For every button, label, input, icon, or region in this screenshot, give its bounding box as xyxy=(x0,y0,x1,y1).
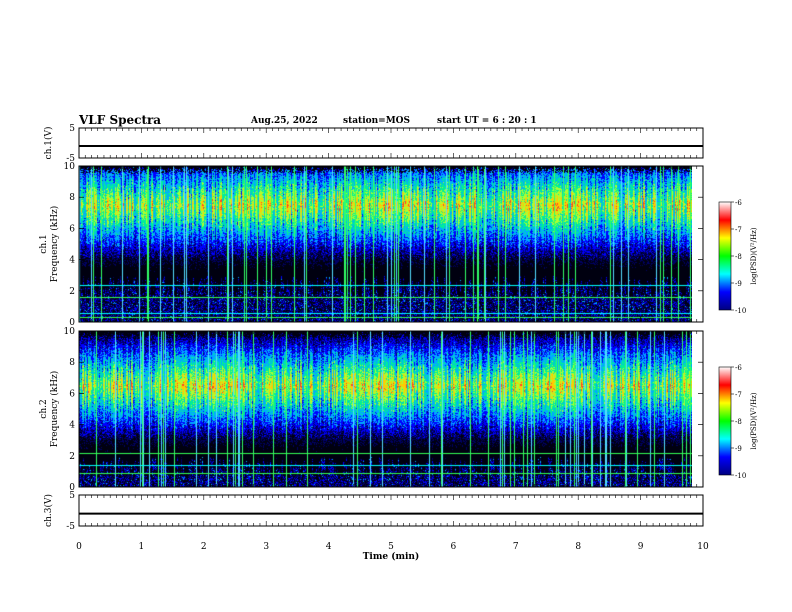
colorbar-label: log(PSD)(V²/Hz) xyxy=(750,392,758,449)
y-tick-label: 10 xyxy=(64,162,76,172)
colorbar-ch2 xyxy=(718,366,732,476)
y-axis-channel: ch.1 xyxy=(39,234,49,253)
y-axis-label: ch.3(V) xyxy=(43,494,54,527)
y-tick-label: -5 xyxy=(66,522,75,532)
colorbar-tick-label: -10 xyxy=(735,472,746,480)
colorbar-tick-label: -6 xyxy=(735,199,742,207)
y-tick-label: 10 xyxy=(64,327,76,337)
y-tick-label: 4 xyxy=(69,256,75,266)
date-label: Aug.25, 2022 xyxy=(251,116,318,126)
y-axis-label: ch.1(V) xyxy=(43,127,54,160)
colorbar-tick-label: -8 xyxy=(735,253,742,261)
y-tick-label: 6 xyxy=(69,224,75,234)
x-tick-label: 9 xyxy=(638,542,644,552)
y-tick-label: 6 xyxy=(69,389,75,399)
x-tick-label: 5 xyxy=(388,542,394,552)
colorbar-label: log(PSD)(V²/Hz) xyxy=(750,227,758,284)
spectrogram-ch2 xyxy=(79,331,692,487)
chart-title: VLF Spectra xyxy=(79,113,162,127)
colorbar-tick-label: -9 xyxy=(735,445,742,453)
y-tick-label: 8 xyxy=(69,358,75,368)
colorbar-tick-label: -10 xyxy=(735,307,746,315)
y-tick-label: 0 xyxy=(69,483,75,493)
y-tick-label: 5 xyxy=(69,491,75,501)
x-tick-label: 3 xyxy=(263,542,269,552)
y-tick-label: 0 xyxy=(69,318,75,328)
y-tick-label: 4 xyxy=(69,421,75,431)
x-tick-label: 7 xyxy=(513,542,519,552)
x-tick-label: 6 xyxy=(451,542,457,552)
colorbar-tick-label: -9 xyxy=(735,280,742,288)
y-tick-label: 5 xyxy=(69,124,75,134)
colorbar-tick-label: -6 xyxy=(735,364,742,372)
x-tick-label: 1 xyxy=(139,542,145,552)
x-tick-label: 8 xyxy=(575,542,581,552)
start-time-label: start UT = 6 : 20 : 1 xyxy=(437,116,537,126)
colorbar-tick-label: -7 xyxy=(735,391,742,399)
x-tick-label: 10 xyxy=(697,542,709,552)
y-axis-channel: ch.2 xyxy=(39,399,49,418)
y-axis-label: Frequency (kHz) xyxy=(49,206,60,283)
spectrogram-ch1 xyxy=(79,166,692,322)
colorbar-tick-label: -8 xyxy=(735,418,742,426)
colorbar-ch1 xyxy=(718,201,732,311)
x-tick-label: 2 xyxy=(201,542,207,552)
y-tick-label: -5 xyxy=(66,154,75,164)
y-axis-label: Frequency (kHz) xyxy=(49,371,60,448)
x-axis-label: Time (min) xyxy=(363,551,420,562)
y-tick-label: 2 xyxy=(69,287,75,297)
x-tick-label: 4 xyxy=(326,542,332,552)
x-tick-label: 0 xyxy=(76,542,82,552)
colorbar-tick-label: -7 xyxy=(735,226,742,234)
y-tick-label: 2 xyxy=(69,452,75,462)
station-label: station=MOS xyxy=(343,116,411,126)
y-tick-label: 8 xyxy=(69,193,75,203)
